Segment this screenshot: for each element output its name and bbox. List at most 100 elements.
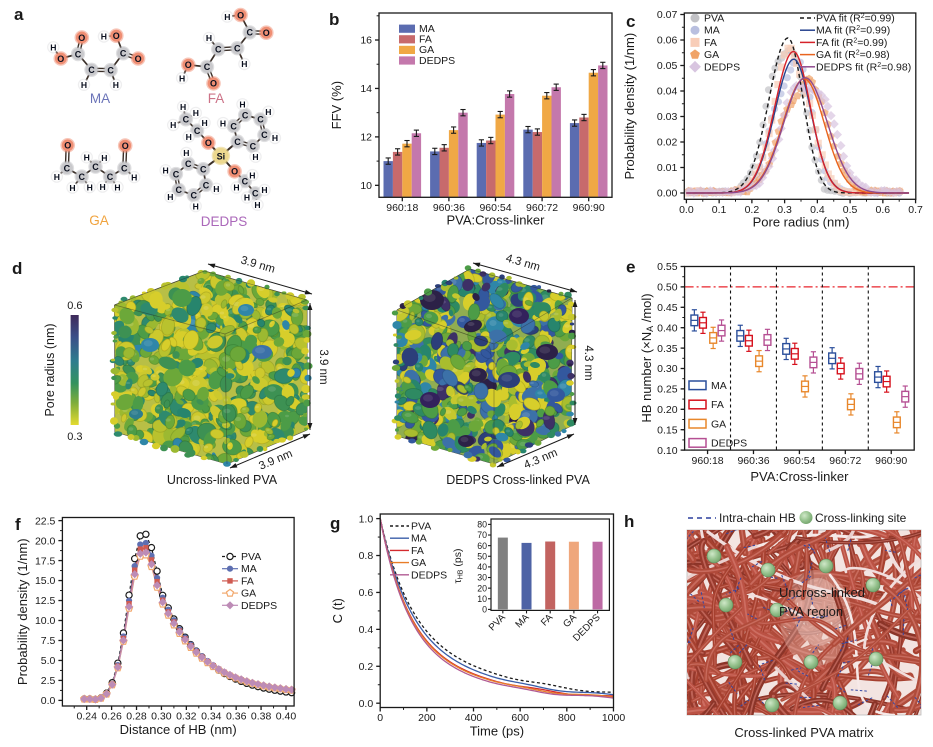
svg-text:H: H [113,80,119,90]
svg-text:2.5: 2.5 [41,675,56,687]
svg-text:0.2: 0.2 [359,661,374,673]
svg-text:PVA: PVA [411,521,431,533]
svg-text:0.26: 0.26 [101,711,122,723]
svg-text:GA fit (R2=0.98): GA fit (R2=0.98) [816,49,890,61]
svg-text:C: C [64,163,71,173]
svg-text:0.0: 0.0 [41,695,56,707]
svg-text:MA: MA [419,23,435,35]
svg-text:40: 40 [477,562,487,572]
svg-text:960:54: 960:54 [783,455,815,467]
svg-text:C: C [78,172,85,182]
svg-text:FFV (%): FFV (%) [329,81,344,129]
svg-text:DEDPS: DEDPS [201,214,248,229]
svg-text:g: g [330,514,340,533]
svg-text:C: C [257,115,264,125]
svg-text:4.3 nm: 4.3 nm [504,253,541,274]
svg-text:H: H [265,107,271,117]
svg-text:60: 60 [477,541,487,551]
svg-text:O: O [113,31,120,41]
svg-text:H: H [81,80,87,90]
svg-text:C: C [183,115,190,125]
svg-text:0.36: 0.36 [226,711,247,723]
svg-text:C: C [107,172,114,182]
svg-text:C: C [173,169,180,179]
svg-text:4.3 nm: 4.3 nm [522,447,559,472]
svg-text:3.9 nm: 3.9 nm [239,255,276,276]
svg-text:C: C [194,126,201,136]
svg-text:0.3: 0.3 [67,431,82,443]
svg-text:C: C [120,49,127,59]
svg-text:H: H [186,132,192,142]
svg-text:C: C [261,130,268,140]
svg-text:O: O [185,60,192,70]
svg-text:3.9 nm: 3.9 nm [317,349,329,384]
svg-text:MA: MA [513,612,531,630]
svg-text:H: H [224,12,230,22]
svg-text:DEDPS: DEDPS [411,569,447,581]
svg-text:H: H [99,182,105,192]
svg-text:PVA:Cross-linker: PVA:Cross-linker [750,469,849,484]
svg-text:0.0: 0.0 [359,698,374,710]
svg-text:H: H [272,133,278,143]
svg-text:FA fit (R2=0.99): FA fit (R2=0.99) [816,37,887,49]
svg-text:0.1: 0.1 [712,204,727,216]
svg-text:0.50: 0.50 [657,282,678,294]
svg-text:960:36: 960:36 [737,455,769,467]
svg-text:PVA region: PVA region [779,604,843,619]
svg-text:O: O [78,33,85,43]
svg-text:MA: MA [90,91,110,106]
svg-text:4.3 nm: 4.3 nm [582,345,594,380]
svg-text:C: C [203,180,210,190]
svg-text:0.40: 0.40 [657,322,678,334]
svg-text:H: H [179,73,185,83]
svg-text:FA: FA [241,575,254,587]
svg-text:0.30: 0.30 [657,363,678,375]
svg-text:GA: GA [711,418,726,430]
svg-text:H: H [183,148,189,158]
svg-text:400: 400 [465,712,483,724]
svg-text:GA: GA [241,588,256,600]
svg-text:a: a [14,5,24,24]
svg-text:PVA:Cross-linker: PVA:Cross-linker [446,212,545,227]
svg-text:0.6: 0.6 [67,300,82,312]
svg-text:f: f [15,515,21,534]
svg-text:O: O [210,79,217,89]
svg-text:H: H [261,185,267,195]
svg-text:Uncross-linked PVA: Uncross-linked PVA [167,473,278,487]
svg-text:b: b [329,10,339,29]
svg-text:C: C [200,165,207,175]
svg-text:O: O [57,54,64,64]
svg-text:0.25: 0.25 [657,384,678,396]
svg-text:C: C [191,191,198,201]
svg-text:0.0: 0.0 [679,204,694,216]
svg-text:O: O [263,28,270,38]
svg-text:20: 20 [477,583,487,593]
svg-text:C: C [75,49,82,59]
svg-text:960:18: 960:18 [692,455,724,467]
svg-text:Pore radius (nm): Pore radius (nm) [753,214,850,229]
svg-text:0.40: 0.40 [276,711,297,723]
svg-text:DEDPS: DEDPS [241,600,277,612]
svg-text:Pore radius (nm): Pore radius (nm) [43,323,57,416]
svg-text:MA: MA [704,25,720,37]
svg-text:H: H [54,172,60,182]
svg-text:Si: Si [217,151,226,161]
svg-text:FA: FA [704,37,717,49]
svg-text:0.55: 0.55 [657,261,678,273]
svg-text:0.7: 0.7 [908,204,923,216]
svg-text:0: 0 [377,712,383,724]
svg-text:GA: GA [561,612,579,630]
svg-text:GA: GA [89,213,109,228]
svg-text:H: H [206,33,212,43]
svg-text:20.0: 20.0 [35,535,56,547]
svg-text:0.38: 0.38 [251,711,272,723]
svg-text:H: H [201,118,207,128]
svg-text:3.9 nm: 3.9 nm [257,448,294,473]
svg-text:Time (ps): Time (ps) [470,724,524,739]
svg-text:FA: FA [539,612,556,629]
svg-text:C: C [92,162,99,172]
svg-text:800: 800 [558,712,576,724]
svg-text:O: O [64,141,71,151]
svg-text:0: 0 [482,605,487,615]
svg-text:960:72: 960:72 [526,202,558,214]
